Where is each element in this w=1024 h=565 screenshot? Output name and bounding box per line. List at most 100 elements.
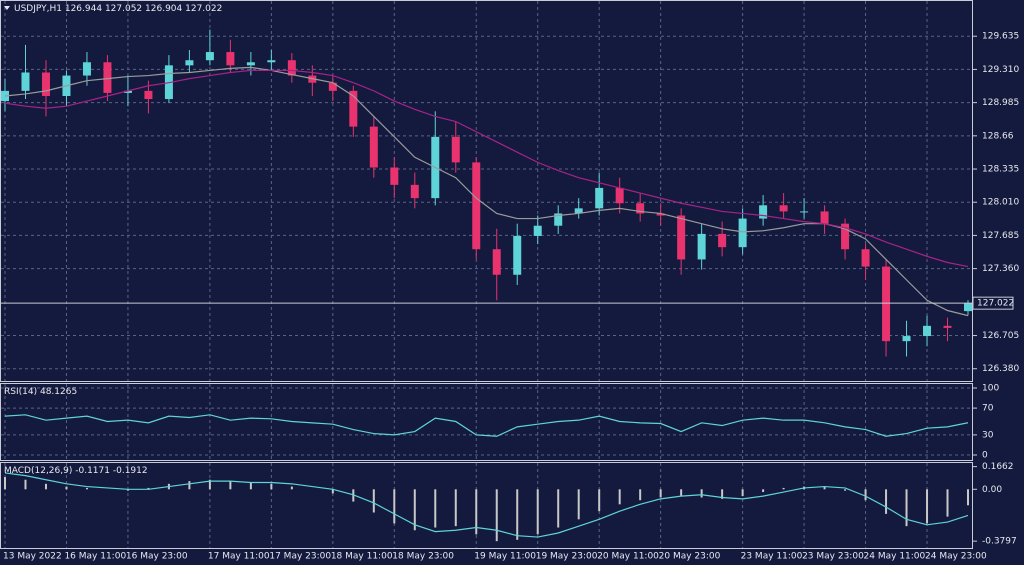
macd-bar (598, 489, 601, 512)
y-tick-label: 30 (982, 430, 994, 440)
candle-body (697, 233, 706, 260)
macd-bar (721, 489, 724, 499)
macd-bar (864, 489, 867, 501)
symbol: USDJPY,H1 (14, 4, 62, 14)
candle-body (861, 249, 870, 267)
macd-bar (208, 479, 211, 490)
macd-bar (618, 489, 621, 505)
last-close: 127.022 (185, 4, 222, 14)
y-tick-label: 0.1662 (982, 462, 1014, 472)
candle-body (41, 72, 50, 96)
macd-bar (659, 489, 662, 498)
macd-bar (823, 486, 826, 490)
moving-average (4, 69, 969, 268)
macd-bar (147, 487, 150, 490)
macd-bar (741, 489, 744, 497)
y-tick-label: 127.360 (982, 264, 1019, 274)
x-tick-label: 13 May 2022 (3, 552, 62, 562)
macd-bar (188, 481, 191, 490)
candle-body (718, 233, 727, 248)
last-low: 126.904 (145, 4, 182, 14)
candle-body (513, 235, 522, 275)
rsi-line (4, 414, 969, 437)
candle-body (923, 325, 932, 337)
current-price-label: 127.022 (977, 299, 1014, 309)
candle-body (349, 90, 358, 127)
candle-body (615, 187, 624, 204)
macd-bar (967, 489, 969, 506)
y-tick-label: 70 (982, 404, 994, 414)
candle-body (779, 205, 788, 212)
last-high: 127.052 (105, 4, 142, 14)
rsi-title: RSI(14) (4, 387, 37, 397)
macd-bar (885, 489, 888, 514)
macd-bar (782, 487, 785, 490)
macd-bar (905, 489, 908, 527)
candle-body (410, 184, 419, 199)
macd-bar (536, 489, 539, 535)
candle-body (144, 90, 153, 100)
macd-bar (454, 489, 457, 527)
macd-bar (331, 489, 334, 494)
x-tick-label: 16 May 23:00 (126, 552, 188, 562)
y-tick-label: 128.335 (982, 165, 1019, 175)
macd-bar (85, 487, 88, 490)
x-tick-label: 17 May 23:00 (269, 552, 331, 562)
candle-body (574, 208, 583, 214)
x-tick-label: 24 May 23:00 (925, 552, 987, 562)
macd-bar (249, 482, 252, 490)
macd-bar (434, 489, 437, 528)
macd-bar (516, 489, 519, 540)
y-tick-label: -0.3797 (982, 537, 1017, 547)
y-tick-label: 129.635 (982, 32, 1019, 42)
candle-body (205, 52, 214, 61)
last-open: 126.944 (65, 4, 102, 14)
macd-bar (700, 489, 703, 498)
candle-body (369, 126, 378, 168)
symbol-menu-icon[interactable] (4, 6, 10, 10)
candle-body (800, 211, 809, 213)
macd-bar (413, 489, 416, 531)
candle-body (472, 162, 481, 250)
y-tick-label: 128.66 (982, 131, 1014, 141)
macd-bar (229, 481, 232, 490)
rsi-header: RSI(14) 48.1265 (4, 387, 77, 397)
macd-bar (762, 489, 765, 493)
candle-body (21, 72, 30, 91)
candle-body (103, 62, 112, 93)
candle-body (595, 187, 604, 209)
signal-line (4, 472, 969, 538)
x-tick-label: 20 May 11:00 (597, 552, 659, 562)
macd-bar (126, 489, 129, 491)
macd-bar (24, 479, 27, 490)
candle-body (533, 225, 542, 236)
candle-body (554, 213, 563, 226)
macd-bar (475, 489, 478, 535)
y-tick-label: 100 (982, 384, 999, 394)
x-tick-label: 18 May 23:00 (392, 552, 454, 562)
candle-body (759, 205, 768, 219)
macd-bar (290, 486, 293, 490)
candle-body (185, 60, 194, 66)
candle-body (267, 60, 276, 63)
candle-body (123, 90, 132, 93)
macd-bar (270, 483, 273, 490)
price-header: USDJPY,H1 126.944 127.052 126.904 127.02… (14, 4, 222, 14)
rsi-last: 48.1265 (40, 387, 77, 397)
y-tick-label: 128.010 (982, 198, 1019, 208)
x-tick-label: 19 May 11:00 (474, 552, 536, 562)
y-tick-label: 127.685 (982, 231, 1019, 241)
signal-last: -0.1912 (113, 466, 148, 476)
y-tick-label: 0 (982, 451, 988, 461)
x-tick-label: 19 May 23:00 (536, 552, 598, 562)
macd-bar (495, 489, 498, 542)
x-tick-label: 20 May 23:00 (659, 552, 721, 562)
macd-last: -0.1171 (75, 466, 110, 476)
y-tick-label: 0.00 (982, 485, 1002, 495)
candle-body (902, 336, 911, 342)
x-tick-label: 17 May 11:00 (208, 552, 270, 562)
x-tick-label: 18 May 11:00 (331, 552, 393, 562)
candle-body (82, 62, 91, 76)
